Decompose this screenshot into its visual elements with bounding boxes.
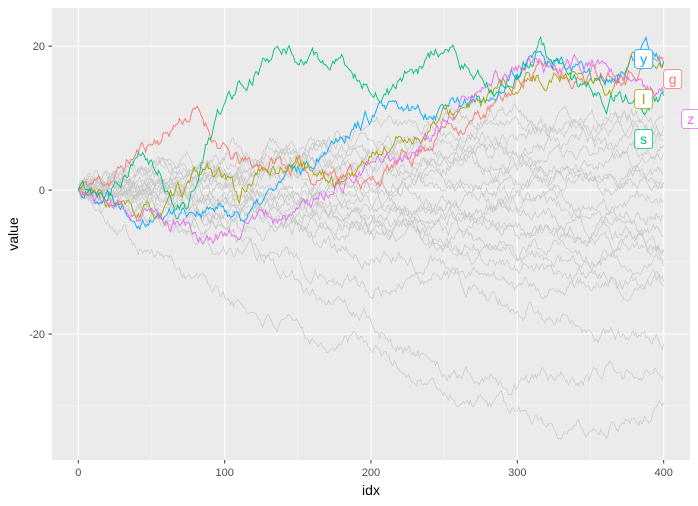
- background-series-line-9: [77, 174, 664, 228]
- series-label-y: y: [634, 49, 654, 69]
- series-label-box: [634, 129, 654, 149]
- x-tick-label: 300: [508, 467, 526, 479]
- y-tick-label: -20: [29, 329, 45, 341]
- background-series-line-1: [78, 189, 665, 440]
- background-series-line-15: [77, 122, 664, 191]
- x-axis: 0 100 200 300 400: [75, 460, 673, 479]
- background-series-line-19: [77, 180, 665, 291]
- x-tick-label: 200: [362, 467, 380, 479]
- background-series-line-21: [78, 164, 665, 206]
- background-series-line-3: [78, 186, 665, 351]
- x-tick-label: 400: [654, 467, 672, 479]
- background-series-line-12: [77, 151, 664, 199]
- series-line-l: [77, 51, 665, 220]
- series-line-s: [77, 35, 665, 211]
- background-series-line-11: [77, 166, 664, 206]
- series-label-text: s: [640, 131, 647, 147]
- series-label-text: z: [687, 111, 694, 127]
- x-tick-label: 0: [75, 467, 81, 479]
- x-tick-label: 100: [215, 467, 233, 479]
- series-label-text: l: [642, 91, 645, 107]
- series-label-box: [634, 89, 654, 109]
- y-axis-title: value: [5, 217, 21, 251]
- series-label-l: l: [634, 89, 654, 109]
- series-label-box: [681, 109, 698, 129]
- series-label-z: z: [681, 109, 698, 129]
- series-line-z: [78, 53, 665, 245]
- background-series-line-14: [78, 140, 665, 192]
- y-axis: -20 0 20: [29, 41, 52, 341]
- series-label-text: g: [669, 71, 677, 87]
- background-series-group: [77, 102, 665, 440]
- x-axis-title: idx: [362, 482, 380, 498]
- major-gridlines: [52, 8, 690, 460]
- series-label-box: [663, 69, 683, 89]
- series-label-g: g: [663, 69, 683, 89]
- background-series-line-10: [78, 174, 664, 220]
- highlighted-series-group: [77, 35, 665, 245]
- series-label-box: [634, 49, 654, 69]
- background-series-line-17: [78, 110, 664, 191]
- background-series-line-5: [77, 169, 665, 279]
- y-tick-label: 20: [33, 41, 45, 53]
- series-line-g: [78, 54, 665, 191]
- series-end-labels: y g l z s: [634, 49, 698, 149]
- y-tick-label: 0: [39, 185, 45, 197]
- series-label-text: y: [640, 51, 647, 67]
- series-label-s: s: [634, 129, 654, 149]
